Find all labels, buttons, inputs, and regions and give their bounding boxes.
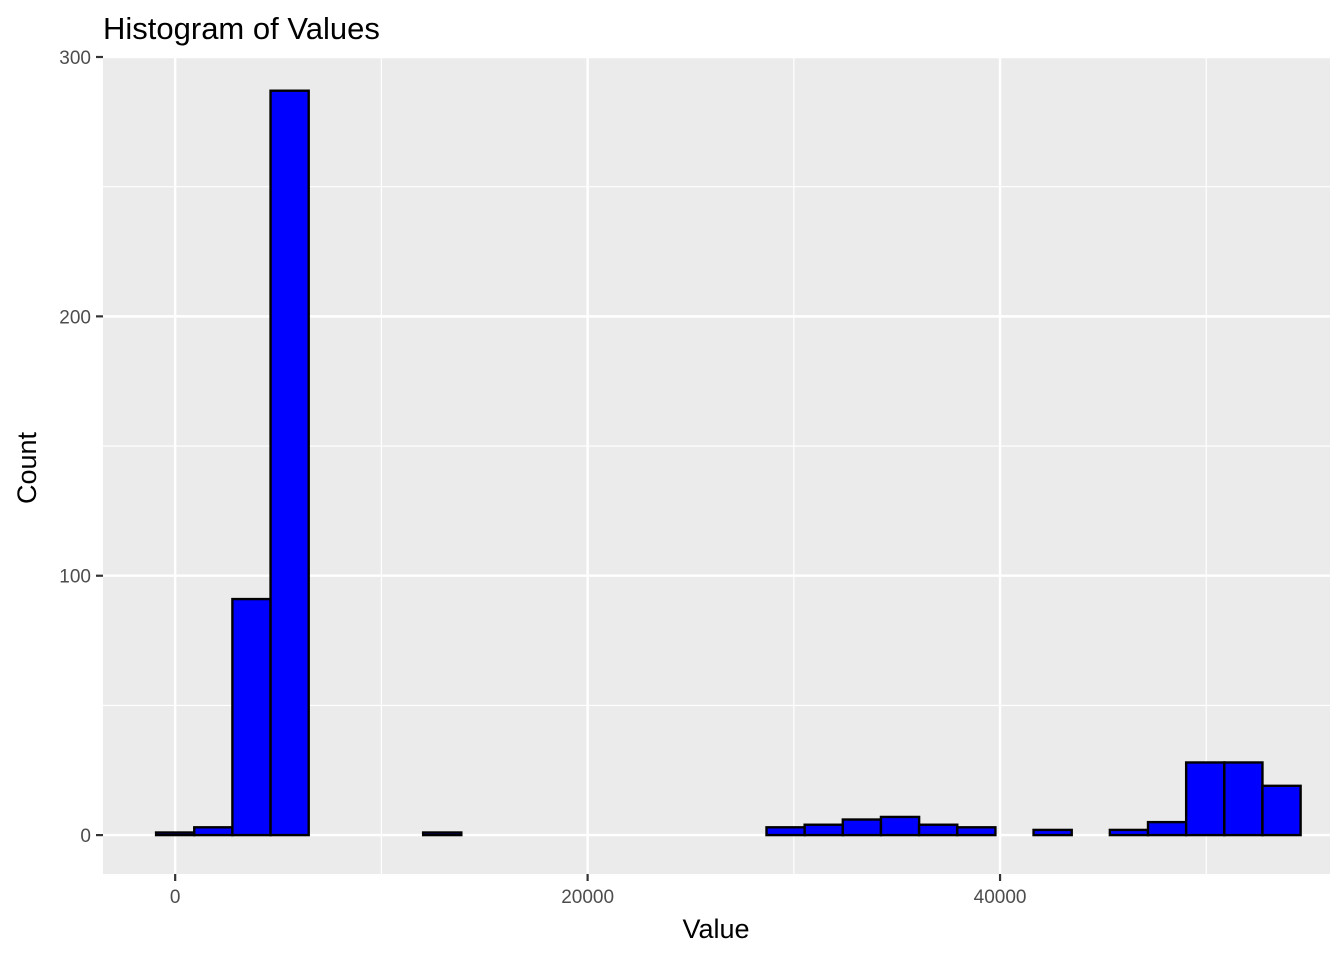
chart-title: Histogram of Values xyxy=(103,11,380,46)
histogram-bar xyxy=(269,89,310,837)
y-tick-label: 100 xyxy=(59,567,91,588)
histogram-bar xyxy=(421,831,463,837)
histogram-bar xyxy=(765,826,806,837)
x-tick-label: 20000 xyxy=(561,887,614,908)
histogram-bar xyxy=(1108,828,1150,837)
x-tick-label: 0 xyxy=(170,887,181,908)
histogram-bar xyxy=(956,826,997,837)
y-axis-label: Count xyxy=(12,431,42,504)
histogram-bar xyxy=(803,823,845,837)
histogram-bar xyxy=(1032,828,1073,837)
histogram-bar xyxy=(231,597,272,837)
histogram-bar xyxy=(879,815,921,837)
x-tick-label: 40000 xyxy=(974,887,1027,908)
x-axis: 0 20000 40000 xyxy=(170,874,1027,908)
histogram-bar xyxy=(917,823,959,837)
histogram-bar xyxy=(1146,820,1188,837)
histogram-bar xyxy=(841,818,883,837)
y-tick-label: 0 xyxy=(80,826,91,847)
histogram-bar xyxy=(1223,761,1264,837)
x-axis-label: Value xyxy=(682,914,749,944)
histogram-bar xyxy=(1261,784,1302,837)
histogram-bar xyxy=(154,831,196,837)
y-axis: 0 100 200 300 xyxy=(59,48,103,847)
y-tick-label: 200 xyxy=(59,307,91,328)
y-tick-label: 300 xyxy=(59,48,91,69)
histogram-bars xyxy=(154,89,1302,837)
histogram-bar xyxy=(193,826,234,837)
histogram-bar xyxy=(1184,761,1226,837)
